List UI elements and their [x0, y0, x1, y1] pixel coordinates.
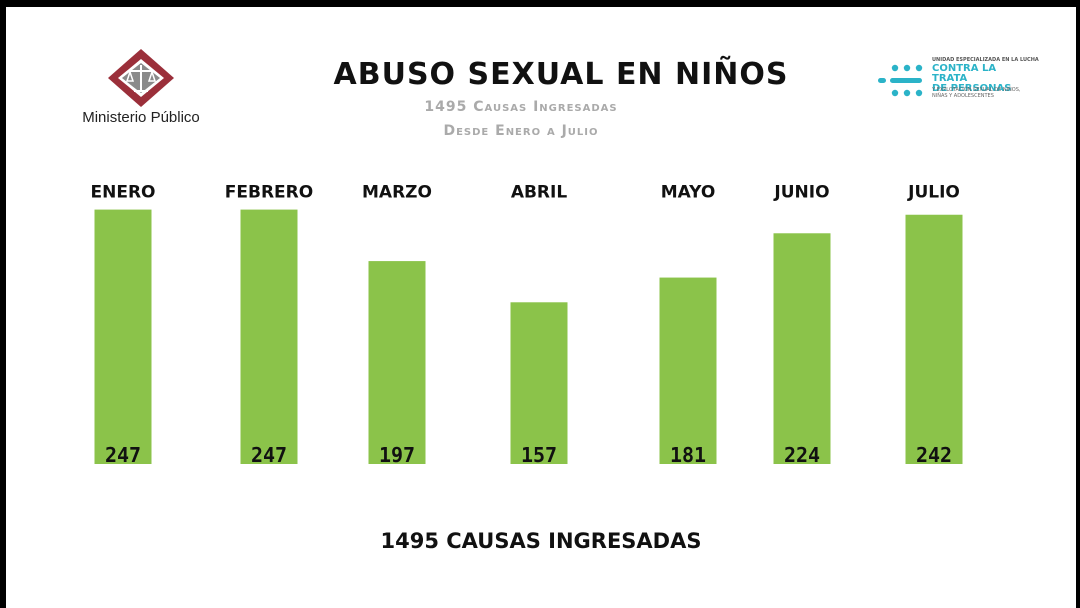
trata-de-personas-logo: UNIDAD ESPECIALIZADA EN LA LUCHA CONTRA …	[876, 57, 1039, 117]
bar-mayo	[659, 277, 717, 464]
bar-marzo	[368, 261, 426, 464]
page-title: ABUSO SEXUAL EN NIÑOS	[333, 57, 789, 92]
value-label-abril: 157	[521, 443, 557, 467]
category-label-mayo: MAYO	[661, 183, 716, 203]
logo-right-footer-line-2: NIÑAS Y ADOLESCENTES	[932, 93, 994, 99]
subtitle-line-2: Desde Enero a Julio	[443, 123, 599, 139]
bar-junio	[773, 233, 831, 464]
scales-of-justice-icon	[108, 49, 174, 107]
logo-right-title-line-2: DE PERSONAS	[932, 83, 1012, 94]
logo-right-title: CONTRA LA TRATA DE PERSONAS	[932, 64, 1032, 94]
value-label-junio: 224	[784, 443, 820, 467]
dots-grid-icon	[878, 64, 923, 97]
total-causes-label: 1495 CAUSAS INGRESADAS	[380, 529, 702, 553]
value-label-julio: 242	[916, 443, 952, 467]
logo-right-title-line-1: CONTRA LA TRATA	[932, 63, 997, 84]
category-label-marzo: MARZO	[362, 183, 432, 203]
bar-chart: ENERO 247 FEBRERO 247 MARZO 197 ABRIL 157 MAYO 18…	[91, 183, 963, 467]
logo-right-small-text: UNIDAD ESPECIALIZADA EN LA LUCHA	[932, 57, 1039, 63]
ministerio-publico-logo: Ministerio Público	[66, 47, 216, 137]
logo-right-footer: Y EXPLOTACIÓN SEXUAL DE NIÑOS, NIÑAS Y A…	[932, 87, 1032, 99]
category-label-julio: JULIO	[907, 183, 960, 203]
value-label-marzo: 197	[379, 443, 415, 467]
bar-enero	[94, 209, 152, 464]
bar-abril	[510, 302, 568, 464]
category-label-febrero: FEBRERO	[225, 183, 313, 203]
logo-left-text: Ministerio Público	[82, 109, 200, 126]
category-label-enero: ENERO	[91, 183, 156, 203]
value-label-febrero: 247	[251, 443, 287, 467]
value-label-enero: 247	[105, 443, 141, 467]
bar-febrero	[240, 209, 298, 464]
logo-right-footer-line-1: Y EXPLOTACIÓN SEXUAL DE NIÑOS,	[932, 87, 1021, 93]
bar-julio	[905, 214, 963, 464]
category-label-abril: ABRIL	[511, 183, 568, 203]
subtitle-line-1: 1495 Causas Ingresadas	[424, 99, 618, 115]
slide: Ministerio Público ABUSO SEXUAL EN NIÑOS…	[6, 7, 1076, 608]
value-label-mayo: 181	[670, 443, 706, 467]
category-label-junio: JUNIO	[773, 183, 829, 203]
